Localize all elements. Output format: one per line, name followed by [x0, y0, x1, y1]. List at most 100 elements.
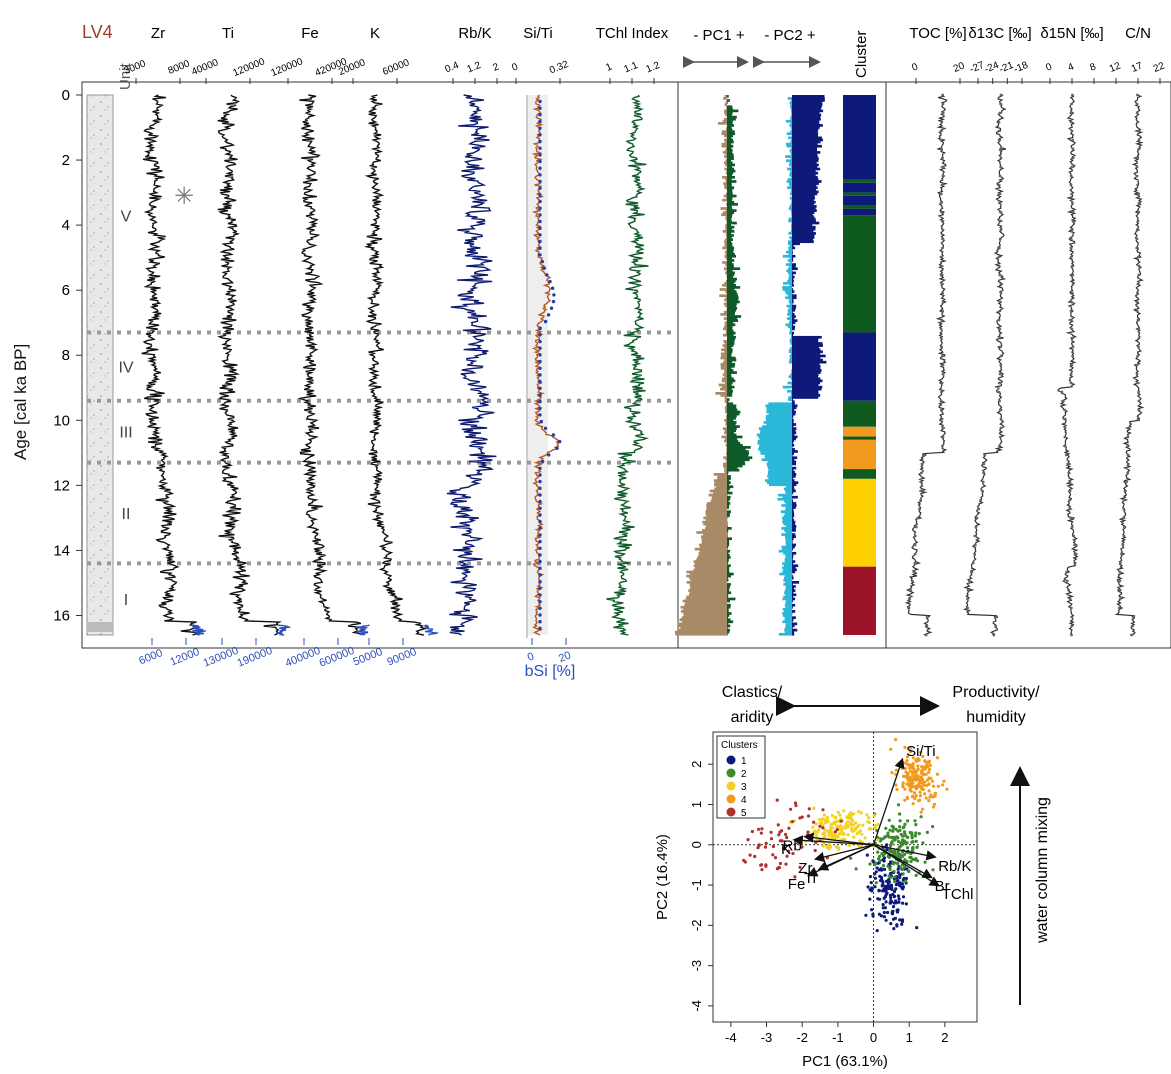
pc2-bar-neg-233: [783, 578, 792, 582]
pc2-bar-pos-183: [792, 475, 796, 478]
profile-8-point-20: [998, 273, 1002, 277]
profile-7-point-43: [919, 480, 923, 484]
pc2-bar-neg-12: [785, 119, 792, 123]
pca-point-c2-89: [914, 873, 918, 878]
pc1-bar-pos-147: [727, 400, 729, 403]
pca-point-c2-123: [914, 831, 918, 835]
pc1-bar-pos-181: [727, 470, 729, 474]
pc2-bar-pos-144: [792, 394, 821, 397]
pc2-bar-neg-204: [782, 518, 792, 522]
pc1-bar-pos-138: [727, 381, 733, 385]
pc2-bar-neg-195: [784, 500, 792, 503]
profile-7-point-24: [941, 309, 945, 313]
pc2-bar-neg-185: [765, 479, 792, 482]
pc2-bar-pos-167: [792, 441, 793, 445]
pc1-bar-neg-218: [694, 547, 727, 551]
pc1-bar-pos-160: [727, 427, 737, 430]
pca-point-c5-13: [793, 875, 797, 879]
pc1-bar-neg-170: [726, 448, 727, 451]
profile-9-point-34: [1062, 399, 1065, 403]
pc1-bar-pos-184: [727, 477, 731, 480]
pc2-bar-pos-229: [792, 570, 796, 574]
pca-point-c5-20: [778, 830, 782, 834]
pc1-bar-neg-44: [724, 186, 727, 190]
pc1-bar-neg-132: [724, 369, 727, 372]
profile-7-point-7: [941, 156, 944, 160]
pc2-bar-pos-175: [792, 458, 795, 462]
pc1-bar-neg-190: [709, 489, 727, 493]
pca-ytick-label-0: 0: [689, 841, 704, 848]
pca-point-c5-62: [777, 833, 781, 837]
pc2-bar-neg-30: [790, 157, 792, 160]
pca-point-c4-101: [908, 763, 912, 767]
pc1-bar-pos-71: [727, 242, 733, 246]
profile-10-point-47: [1122, 516, 1126, 520]
pc2-bar-pos-45: [792, 188, 817, 192]
pc2-bar-neg-46: [790, 190, 792, 194]
pc1-bar-pos-142: [727, 389, 733, 393]
pca-point-c2-169: [881, 837, 885, 841]
pc1-bar-pos-59: [727, 217, 732, 221]
pc2-bar-neg-43: [789, 184, 792, 187]
pc1-bar-neg-234: [686, 581, 727, 584]
unit-label-I: I: [124, 592, 128, 609]
pc1-bar-neg-208: [705, 527, 727, 530]
pca-point-c2-2: [891, 829, 895, 833]
profile-8-point-55: [966, 588, 970, 592]
pc2-bar-pos-147: [792, 400, 795, 403]
profile-9-point-57: [1069, 606, 1073, 610]
pc1-bar-pos-137: [727, 379, 736, 383]
pc1-bar-neg-59: [725, 217, 727, 221]
pc2-bar-neg-18: [786, 132, 792, 136]
pca-point-c4-52: [913, 796, 917, 801]
pc1-bar-neg-107: [723, 317, 727, 320]
pc2-bar-pos-200: [792, 510, 794, 514]
pca-xtick-label--4: -4: [725, 1030, 737, 1045]
pc2-bar-pos-145: [792, 396, 819, 399]
pca-point-c2-151: [890, 841, 894, 845]
pc1-bar-neg-243: [682, 599, 727, 603]
pca-point-c4-166: [920, 765, 924, 769]
pca-point-c4-161: [917, 778, 921, 782]
pc2-bar-neg-17: [790, 130, 792, 133]
pc1-bar-pos-188: [727, 485, 734, 489]
pc2-bar-pos-32: [792, 161, 817, 165]
pc1-bar-neg-133: [724, 371, 727, 374]
pc1-bar-pos-11: [727, 117, 736, 121]
pc1-bar-pos-202: [727, 514, 730, 518]
pca-point-c4-77: [916, 764, 920, 768]
pca-ytick-label--4: -4: [689, 1000, 704, 1012]
profile-7-point-21: [940, 282, 944, 286]
profile-7-point-55: [909, 588, 912, 592]
pc1-bar-pos-253: [727, 620, 734, 624]
pc2-bar-pos-256: [792, 626, 793, 630]
pc1-bar-neg-194: [711, 497, 727, 501]
pca-point-c5-2: [748, 853, 752, 857]
pc1-bar-neg-164: [721, 435, 727, 439]
pc1-bar-neg-173: [726, 454, 727, 457]
pc2-bar-pos-130: [792, 365, 821, 368]
pca-point-c4-150: [941, 783, 945, 787]
pc2-bar-neg-121: [790, 346, 792, 349]
pc1-bar-pos-186: [727, 481, 731, 484]
pca-point-c3-12: [863, 836, 867, 840]
profile-10-point-9: [1135, 174, 1139, 178]
pc1-bar-neg-205: [702, 520, 727, 524]
pca-point-c4-158: [915, 785, 920, 789]
profile-10-point-29: [1136, 354, 1140, 358]
pc2-bar-neg-38: [789, 173, 792, 177]
pc1-bar-neg-146: [724, 398, 727, 401]
profile-8-point-53: [969, 570, 973, 574]
profile-1-top-tick-0: 40000: [190, 57, 220, 78]
pca-point-c1-41: [896, 894, 901, 898]
pc2-bar-neg-13: [790, 122, 792, 125]
bsi-point-27: [548, 279, 552, 284]
pca-legend-marker-4: [726, 794, 736, 804]
pc2-bar-pos-131: [792, 367, 821, 370]
pc1-bar-pos-148: [727, 402, 734, 406]
pc2-bar-neg-40: [787, 178, 792, 181]
pc2-bar-pos-227: [792, 566, 796, 570]
pc2-bar-pos-241: [792, 595, 794, 599]
pc1-bar-pos-22: [727, 140, 734, 144]
pca-point-c2-150: [876, 850, 880, 854]
